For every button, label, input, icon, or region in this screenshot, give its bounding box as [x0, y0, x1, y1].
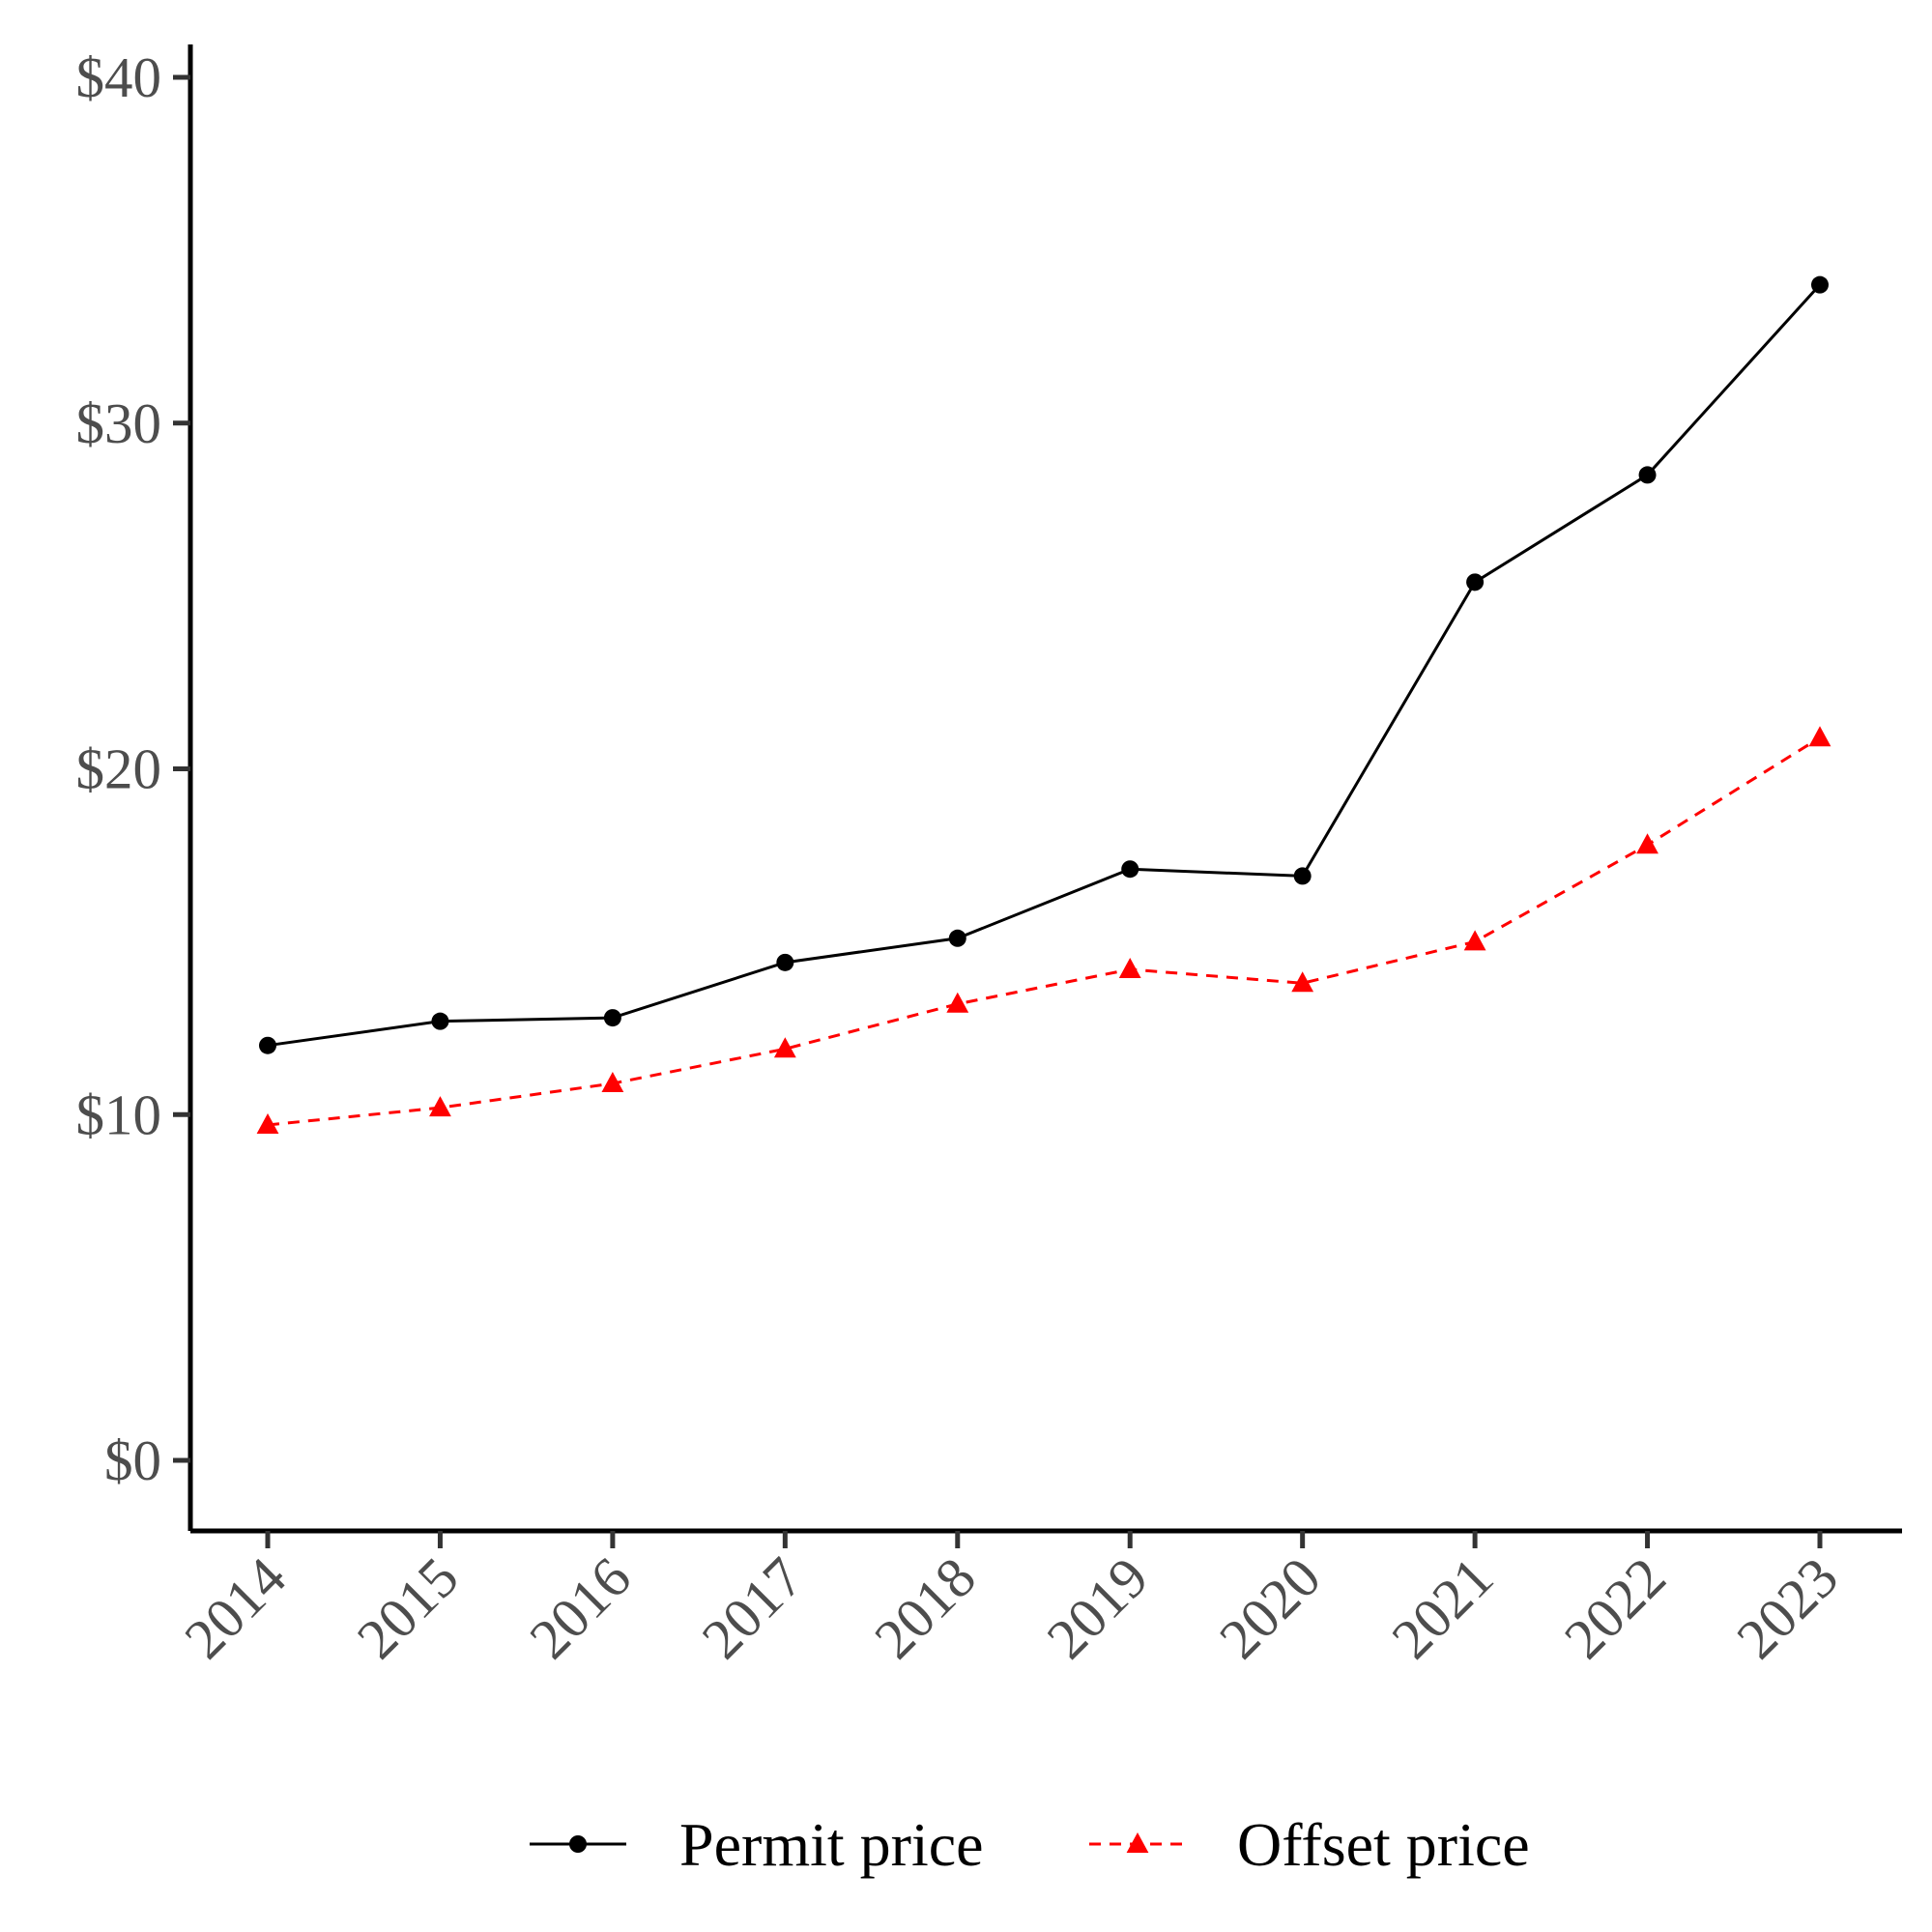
x-ticks: 2014 2015 2016 2017 2018 2019 2020 2021 2022 2023 [172, 1531, 1850, 1671]
x-tick-label: 2022 [1552, 1545, 1678, 1671]
legend-key-marker [1126, 1832, 1149, 1853]
x-tick-label: 2017 [689, 1545, 815, 1671]
y-ticks: $0 $10 $20 $30 $40 [76, 45, 190, 1492]
series-line-permit-price [267, 283, 1822, 1048]
data-point-permit-price [776, 953, 794, 971]
data-point-offset-price [1463, 930, 1486, 951]
y-tick-label: $30 [76, 391, 162, 455]
data-point-permit-price [1811, 275, 1829, 294]
x-tick-label: 2023 [1724, 1545, 1850, 1671]
legend-label: Offset price [1237, 1810, 1530, 1879]
axes [187, 44, 1902, 1534]
data-point-offset-price [601, 1072, 624, 1093]
x-tick-label: 2018 [862, 1545, 988, 1671]
series-line-offset-price [267, 736, 1821, 1127]
plot-area [256, 275, 1831, 1134]
data-point-permit-price [1121, 860, 1139, 879]
data-point-offset-price [1808, 726, 1831, 747]
data-point-offset-price [429, 1096, 451, 1117]
data-point-offset-price [946, 992, 969, 1013]
data-point-offset-price [256, 1112, 279, 1134]
data-point-offset-price [773, 1037, 796, 1058]
x-tick-label: 2019 [1034, 1545, 1160, 1671]
y-tick-label: $0 [104, 1428, 161, 1492]
data-point-permit-price [259, 1036, 276, 1054]
x-tick-label: 2016 [517, 1545, 643, 1671]
data-point-offset-price [1118, 957, 1141, 978]
data-point-offset-price [1291, 971, 1314, 993]
legend-key-marker [569, 1835, 587, 1853]
y-tick-label: $40 [76, 45, 162, 109]
x-tick-label: 2015 [345, 1545, 471, 1671]
x-tick-label: 2014 [172, 1545, 298, 1671]
y-tick-label: $20 [76, 737, 162, 801]
data-point-permit-price [1293, 867, 1312, 885]
data-point-permit-price [948, 929, 966, 947]
legend-label: Permit price [679, 1810, 984, 1879]
legend: Permit price Offset price [530, 1810, 1530, 1879]
x-tick-label: 2020 [1207, 1545, 1333, 1671]
data-point-offset-price [1636, 833, 1658, 854]
data-point-permit-price [1466, 573, 1485, 591]
data-point-permit-price [1638, 466, 1657, 484]
data-point-permit-price [431, 1012, 449, 1030]
y-tick-label: $10 [76, 1082, 162, 1146]
data-point-permit-price [603, 1009, 621, 1027]
x-tick-label: 2021 [1379, 1545, 1505, 1671]
